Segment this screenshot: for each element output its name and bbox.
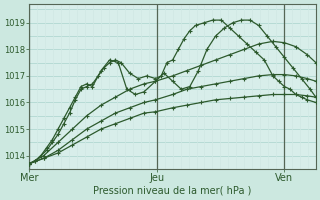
X-axis label: Pression niveau de la mer( hPa ): Pression niveau de la mer( hPa ) bbox=[93, 186, 252, 196]
